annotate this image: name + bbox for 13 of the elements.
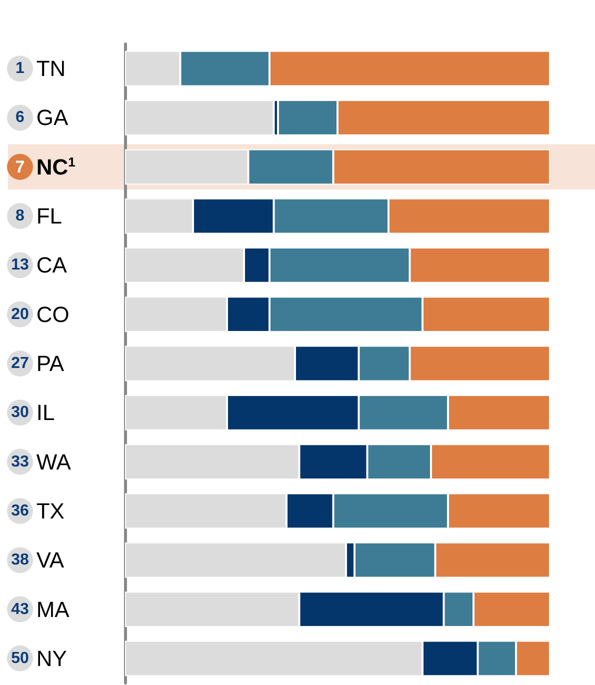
y-tick-label: 50 NY: [11, 646, 68, 671]
y-tick-label: 36 TX: [11, 498, 65, 524]
y-tick-label: 1 TN: [16, 56, 66, 82]
y-tick-label: 30 IL: [11, 400, 55, 426]
y-tick-label: 8 FL: [16, 204, 62, 229]
y-tick-label: 13 CA: [11, 252, 68, 278]
y-tick-label: 20 CO: [11, 302, 70, 327]
y-tick-label: 33 WA: [11, 449, 72, 474]
y-tick-label: 27 PA: [11, 351, 64, 376]
y-tick-label: 38 VA: [11, 548, 64, 573]
bar: [125, 100, 274, 136]
y-tick-label: 43 MA: [11, 596, 70, 622]
y-tick-label: 6 GA: [16, 105, 68, 130]
